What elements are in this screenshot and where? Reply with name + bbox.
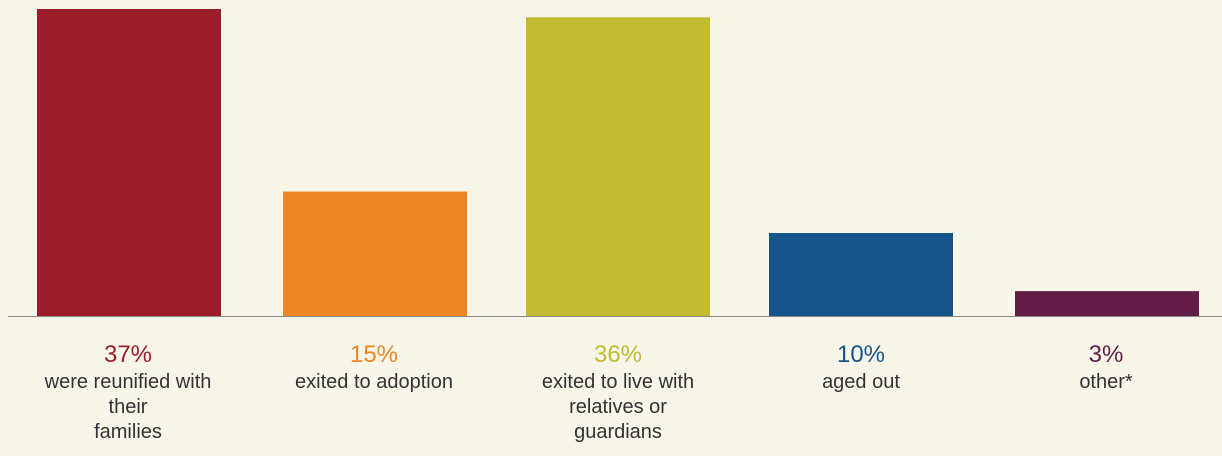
category-label-adoption-line-1: exited to adoption [295, 371, 453, 393]
category-label-reunified-line-3: families [94, 421, 162, 443]
bar-other [1015, 291, 1199, 316]
category-label-relatives-line-3: guardians [574, 421, 662, 443]
value-label-adoption: 15% [349, 341, 399, 368]
category-label-relatives-line-1: exited to live with [541, 371, 695, 393]
label-block-adoption: 15% exited to adoption [274, 340, 474, 395]
label-block-relatives: 36% exited to live with relatives or gua… [518, 340, 718, 445]
category-label-reunified-line-2: their [108, 396, 148, 418]
bar-relatives [526, 17, 710, 316]
label-block-other: 3% other* [1006, 340, 1206, 395]
category-label-relatives-line-2: relatives or [569, 396, 667, 418]
category-label-other-line-1: other* [1079, 371, 1133, 393]
label-block-reunified: 37% were reunified with their families [28, 340, 228, 445]
bar-reunified [37, 9, 221, 316]
label-block-aged-out: 10% aged out [761, 340, 961, 395]
bar-adoption [283, 191, 467, 316]
category-label-reunified-line-1: were reunified with [44, 371, 212, 393]
value-label-relatives: 36% [593, 341, 643, 368]
value-label-reunified: 37% [103, 341, 153, 368]
category-label-aged-out-line-1: aged out [822, 371, 900, 393]
bar-aged-out [769, 233, 953, 316]
value-label-other: 3% [1088, 341, 1124, 368]
value-label-aged-out: 10% [836, 341, 886, 368]
